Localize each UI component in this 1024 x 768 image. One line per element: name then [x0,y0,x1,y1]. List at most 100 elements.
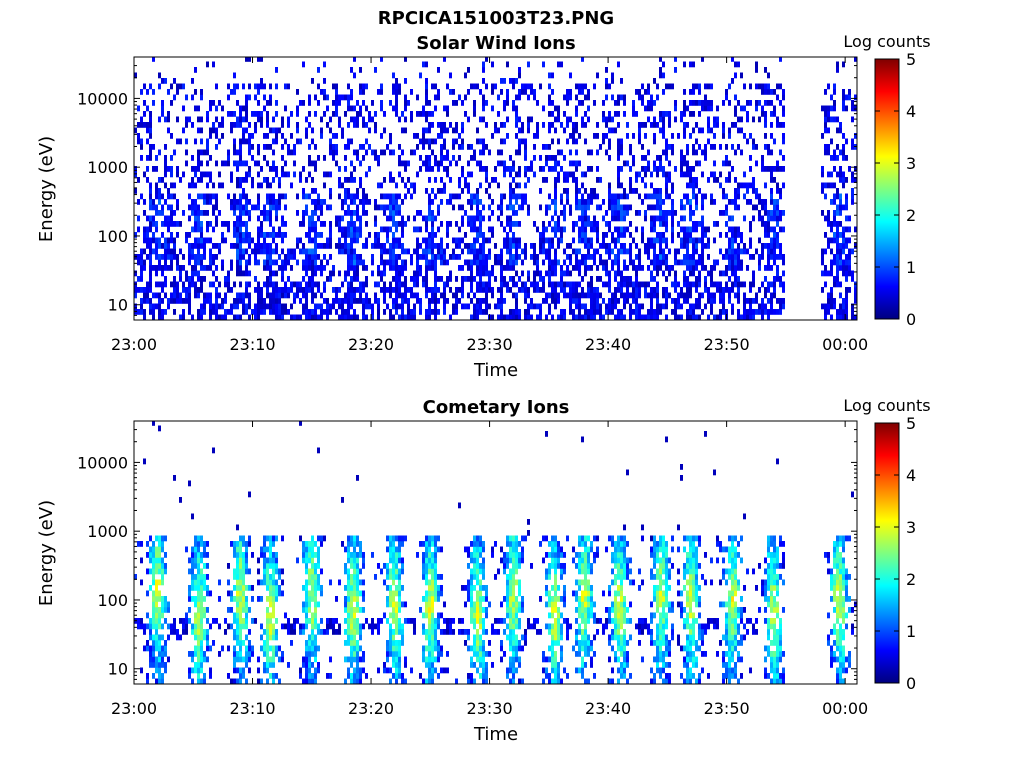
heatmap-cell [203,634,206,641]
heatmap-cell [242,303,245,310]
heatmap-cell [530,314,533,320]
heatmap-cell [200,237,203,244]
heatmap-cell [494,259,497,266]
heatmap-cell [419,166,422,172]
heatmap-cell [191,210,194,216]
heatmap-cell [764,243,767,249]
heatmap-cell [173,618,176,624]
heatmap-cell [635,243,638,249]
heatmap-cell [200,243,203,249]
heatmap-cell [473,237,476,244]
heatmap-cell [227,276,230,282]
heatmap-cell [455,138,458,145]
heatmap-cell [701,237,704,244]
heatmap-cell [422,138,425,145]
heatmap-cell [716,314,719,320]
heatmap-cell [830,221,833,227]
heatmap-cell [275,287,278,293]
heatmap-cell [416,226,419,233]
heatmap-cell [827,111,830,117]
heatmap-cell [266,303,269,310]
heatmap-cell [173,193,176,200]
heatmap-cell [305,133,308,139]
heatmap-cell [158,259,161,266]
heatmap-cell [503,171,506,178]
heatmap-cell [197,177,200,183]
heatmap-cell [227,309,230,315]
heatmap-cell [206,645,209,652]
heatmap-cell [584,254,587,260]
heatmap-cell [596,122,599,128]
heatmap-cell [752,138,755,145]
heatmap-cell [401,309,404,315]
heatmap-cell [230,607,233,613]
heatmap-cell [287,276,290,282]
solar-wind-title: Solar Wind Ions [416,33,575,54]
heatmap-cell [752,298,755,304]
heatmap-cell [209,155,212,161]
heatmap-cell [728,248,731,255]
heatmap-cell [206,144,209,150]
heatmap-cell [782,303,785,310]
heatmap-cell [164,292,167,299]
heatmap-cell [500,160,503,167]
heatmap-cell [224,309,227,315]
heatmap-cell [656,122,659,128]
heatmap-cell [647,193,650,200]
heatmap-cell [503,243,506,249]
heatmap-cell [269,144,272,150]
heatmap-cell [197,193,200,200]
heatmap-cell [218,579,221,586]
heatmap-cell [248,541,251,547]
heatmap-cell [779,276,782,282]
heatmap-cell [653,122,656,128]
heatmap-cell [719,171,722,178]
heatmap-cell [239,248,242,255]
heatmap-cell [647,314,650,320]
heatmap-cell [845,309,848,315]
heatmap-cell [674,281,677,288]
heatmap-cell [281,276,284,282]
heatmap-cell [500,270,503,277]
heatmap-cell [704,265,707,271]
heatmap-cell [512,177,515,183]
heatmap-cell [248,568,251,575]
heatmap-cell [665,210,668,216]
heatmap-cell [683,281,686,288]
heatmap-cell [512,259,515,266]
heatmap-cell [194,105,197,112]
heatmap-cell [263,557,266,564]
heatmap-cell [458,155,461,161]
heatmap-cell [350,199,353,205]
heatmap-cell [707,287,710,293]
heatmap-cell [419,155,422,161]
heatmap-cell [557,281,560,288]
heatmap-cell [629,309,632,315]
heatmap-cell [266,607,269,613]
heatmap-cell [422,254,425,260]
heatmap-cell [431,111,434,117]
heatmap-cell [716,116,719,123]
heatmap-cell [359,292,362,299]
heatmap-cell [314,144,317,150]
heatmap-cell [257,281,260,288]
heatmap-cell [287,309,290,315]
heatmap-cell [248,607,251,613]
heatmap-cell [272,127,275,134]
heatmap-cell [734,237,737,244]
heatmap-cell [689,270,692,277]
heatmap-cell [500,281,503,288]
heatmap-cell [182,281,185,288]
heatmap-cell [524,199,527,205]
heatmap-cell [269,100,272,106]
heatmap-cell [722,193,725,200]
heatmap-cell [353,116,356,123]
heatmap-cell [584,138,587,145]
heatmap-cell [314,243,317,249]
heatmap-cell [254,127,257,134]
heatmap-cell [188,557,191,564]
heatmap-cell [839,309,842,315]
heatmap-cell [242,557,245,564]
heatmap-cell [272,612,275,619]
heatmap-cell [365,149,368,156]
